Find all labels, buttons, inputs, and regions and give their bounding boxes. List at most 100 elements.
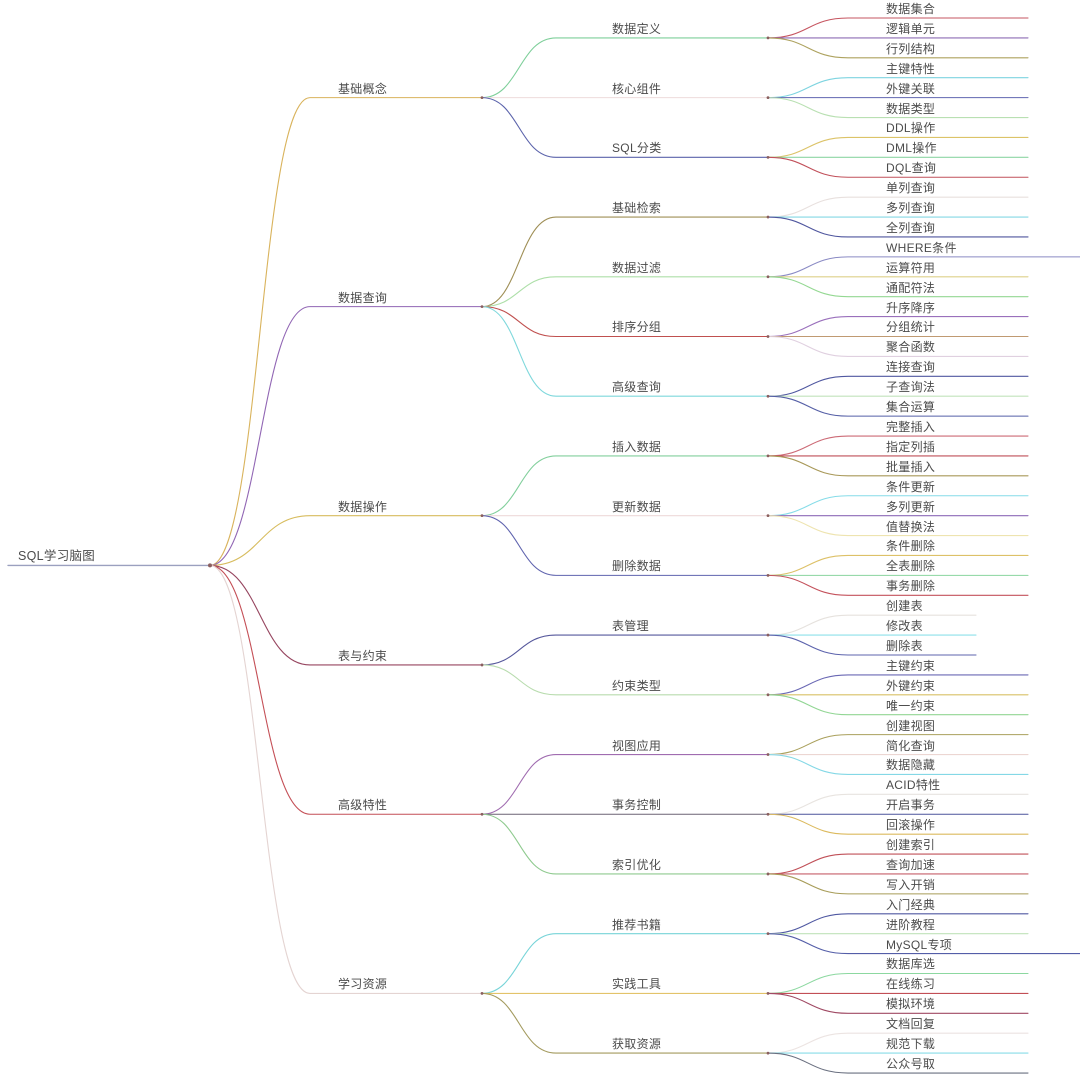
leaf-node[interactable]: 规范下载 [886,1037,936,1052]
leaf-node[interactable]: 批量插入 [886,459,936,474]
leaf-node[interactable]: 逻辑单元 [886,21,936,36]
sub-branch-node[interactable]: 插入数据 [612,439,662,454]
leaf-node[interactable]: 简化查询 [886,738,936,753]
sub-branch-node[interactable]: 索引优化 [612,857,662,872]
edge-line [767,694,1029,716]
leaf-node[interactable]: 分组统计 [886,320,936,335]
branch-node[interactable]: 基础概念 [338,81,388,96]
leaf-node[interactable]: 数据类型 [886,101,936,116]
branch-point-dot [766,872,770,876]
sub-branch-node[interactable]: 基础检索 [612,201,662,216]
leaf-node[interactable]: 数据集合 [886,2,936,16]
branch-node[interactable]: 表与约束 [338,648,388,663]
edge-line [481,992,769,1054]
leaf-node[interactable]: 数据库选 [886,957,936,972]
leaf-node[interactable]: 在线练习 [886,977,936,992]
branch-node[interactable]: 高级特性 [338,798,388,813]
edge-line [767,256,1080,278]
sub-branch-node[interactable]: 高级查询 [612,380,662,395]
leaf-node[interactable]: 模拟环境 [886,997,936,1012]
leaf-node[interactable]: 入门经典 [886,897,936,912]
leaf-node[interactable]: 创建索引 [886,838,936,853]
edge-line [767,634,977,656]
sub-branch-node[interactable]: 表管理 [612,619,649,634]
leaf-node[interactable]: 聚合函数 [886,340,936,355]
leaf-node[interactable]: 公众号取 [886,1057,936,1072]
leaf-node[interactable]: 多列更新 [886,499,936,514]
edge-line [767,734,1029,756]
leaf-node[interactable]: 删除表 [886,638,923,653]
leaf-node[interactable]: 创建表 [886,599,923,614]
branch-point-dot [766,812,770,816]
leaf-node[interactable]: 外键关联 [886,81,936,96]
sub-branch-node[interactable]: 事务控制 [612,798,662,813]
branch-node[interactable]: 学习资源 [338,977,388,992]
leaf-node[interactable]: 外键约束 [886,678,936,693]
edge-line [481,664,769,696]
leaf-node[interactable]: 子查询法 [886,380,936,395]
leaf-node[interactable]: 条件删除 [886,539,936,554]
branch-node[interactable]: 数据操作 [338,499,388,514]
sub-branch-node[interactable]: 删除数据 [612,559,662,574]
sub-branch-node[interactable]: 推荐书籍 [612,917,662,932]
edge-line [767,216,1029,238]
leaf-node[interactable]: 写入开销 [886,877,936,892]
leaf-node[interactable]: 文档回复 [886,1017,936,1032]
leaf-node[interactable]: 回滚操作 [886,818,936,833]
sub-branch-node[interactable]: 视图应用 [612,738,662,753]
leaf-node[interactable]: 集合运算 [886,400,936,415]
edge-line [767,1052,1029,1074]
leaf-node[interactable]: 值替换法 [886,519,936,534]
leaf-node[interactable]: 数据隐藏 [886,758,936,773]
edge-line [767,316,1029,338]
edge-line [481,753,769,815]
edge-line [209,564,483,666]
leaf-node[interactable]: 唯一约束 [886,698,936,713]
edge-line [767,554,1029,576]
leaf-node[interactable]: MySQL专项 [886,937,953,952]
leaf-node[interactable]: 多列查询 [886,201,936,216]
leaf-node[interactable]: 指定列插 [886,439,936,454]
leaf-node[interactable]: 事务删除 [886,579,936,594]
leaf-node[interactable]: 全列查询 [886,220,936,235]
leaf-node[interactable]: DML操作 [886,141,937,156]
branch-point-dot [480,96,484,100]
leaf-node[interactable]: 条件更新 [886,479,936,494]
leaf-node[interactable]: 进阶教程 [886,917,936,932]
leaf-node[interactable]: 运算符用 [886,260,936,275]
sub-branch-node[interactable]: 数据过滤 [612,260,662,275]
sub-branch-node[interactable]: 数据定义 [612,21,662,36]
edge-line [209,515,483,566]
sub-branch-node[interactable]: 约束类型 [612,678,662,693]
sub-branch-node[interactable]: 获取资源 [612,1037,662,1052]
edge-line [767,992,1029,1014]
leaf-node[interactable]: 修改表 [886,619,923,634]
leaf-node[interactable]: 升序降序 [886,300,936,315]
leaf-node[interactable]: 通配符法 [886,280,936,295]
leaf-node[interactable]: 行列结构 [886,41,936,56]
leaf-node[interactable]: 全表删除 [886,559,936,574]
leaf-node[interactable]: 主键特性 [886,61,936,76]
leaf-node[interactable]: DDL操作 [886,121,936,136]
leaf-node[interactable]: ACID特性 [886,778,941,793]
leaf-node[interactable]: WHERE条件 [886,240,957,255]
sub-branch-node[interactable]: 核心组件 [612,81,662,96]
edge-line [209,306,483,566]
leaf-node[interactable]: 创建视图 [886,718,936,733]
leaf-node[interactable]: 单列查询 [886,181,936,196]
edge-line [481,306,769,397]
branch-point-dot [766,633,770,637]
branch-point-dot [480,305,484,309]
root-node[interactable]: SQL学习脑图 [18,549,96,564]
leaf-node[interactable]: 开启事务 [886,798,936,813]
sub-branch-node[interactable]: 实践工具 [612,977,662,992]
leaf-node[interactable]: 主键约束 [886,658,936,673]
leaf-node[interactable]: 查询加速 [886,857,936,872]
branch-node[interactable]: 数据查询 [338,290,388,305]
leaf-node[interactable]: 连接查询 [886,360,936,375]
leaf-node[interactable]: DQL查询 [886,161,937,176]
leaf-node[interactable]: 完整插入 [886,420,936,435]
sub-branch-node[interactable]: SQL分类 [612,141,662,156]
sub-branch-node[interactable]: 更新数据 [612,499,662,514]
sub-branch-node[interactable]: 排序分组 [612,320,662,335]
